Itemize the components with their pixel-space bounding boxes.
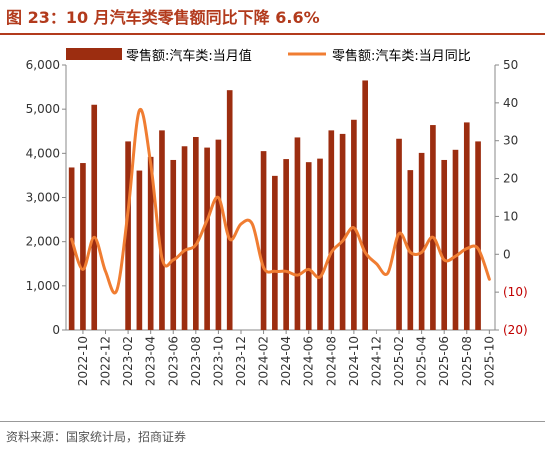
legend-bar-label: 零售额:汽车类:当月值	[126, 48, 252, 64]
bar	[170, 159, 177, 330]
y-right-tick-label: (10)	[503, 285, 528, 299]
x-tick-label: 2025-10	[482, 336, 496, 386]
x-tick-label: 2023-12	[234, 336, 248, 386]
y-right-tick-label: 0	[503, 247, 511, 261]
x-tick-label: 2024-08	[324, 336, 338, 386]
bar	[91, 104, 98, 330]
y-left-tick-label: 3,000	[26, 191, 60, 205]
x-tick-label: 2023-02	[121, 336, 135, 386]
x-tick-label: 2024-04	[279, 336, 293, 386]
bar	[418, 152, 425, 330]
title-divider	[0, 33, 545, 35]
x-tick-label: 2023-08	[189, 336, 203, 386]
bar	[147, 156, 154, 330]
bar	[339, 133, 346, 330]
y-left-tick-label: 1,000	[26, 279, 60, 293]
x-tick-label: 2024-12	[369, 336, 383, 386]
x-tick-label: 2023-04	[144, 336, 158, 386]
x-tick-label: 2025-04	[415, 336, 429, 386]
y-right-tick-label: 40	[503, 96, 518, 110]
chart-title: 图 23：10 月汽车类零售额同比下降 6.6%	[6, 8, 320, 27]
bar	[463, 122, 470, 331]
bar	[328, 130, 335, 330]
source-divider	[0, 421, 545, 422]
x-tick-label: 2023-10	[211, 336, 225, 386]
bar	[362, 80, 368, 330]
bar	[305, 162, 312, 330]
x-tick-label: 2024-02	[257, 336, 271, 386]
source-note: 资料来源：国家统计局，招商证券	[6, 430, 187, 444]
bar	[452, 149, 459, 330]
series-line	[70, 107, 491, 295]
y-left-tick-label: 4,000	[26, 146, 60, 160]
bar	[181, 146, 188, 330]
x-tick-label: 2025-06	[437, 336, 451, 386]
y-left-tick-label: 5,000	[26, 102, 60, 116]
x-tick-label: 2025-02	[392, 336, 406, 386]
bar	[283, 159, 289, 330]
legend-bar-swatch	[66, 48, 122, 60]
y-left-tick-label: 2,000	[26, 235, 60, 249]
bar	[226, 90, 233, 330]
bar	[125, 141, 131, 330]
bar	[294, 137, 301, 330]
bar	[441, 159, 448, 330]
y-right-tick-label: 50	[503, 58, 518, 72]
bar	[159, 130, 165, 330]
bar	[351, 119, 357, 331]
y-right-tick-label: 20	[503, 172, 518, 186]
bar	[80, 163, 86, 330]
x-tick-label: 2023-06	[166, 336, 180, 386]
x-tick-label: 2024-06	[302, 336, 316, 386]
bar	[430, 125, 436, 330]
y-right-tick-label: 30	[503, 134, 518, 148]
y-left-tick-label: 6,000	[26, 58, 60, 72]
retail-sales-chart: 0 1,000 2,000 3,000 4,000 5,000 6,000 (20) (10) 0…	[26, 48, 528, 386]
bar	[215, 139, 222, 330]
x-tick-label: 2022-10	[76, 336, 90, 386]
y-right-tick-label: 10	[503, 209, 518, 223]
bar	[204, 147, 210, 330]
y-left-tick-label: 0	[52, 323, 60, 337]
x-tick-label: 2025-08	[460, 336, 474, 386]
bar	[68, 167, 75, 330]
bar	[317, 158, 323, 330]
bar	[260, 151, 267, 330]
bar	[193, 136, 199, 330]
y-right-tick-label: (20)	[503, 323, 528, 337]
x-tick-label: 2022-12	[99, 336, 113, 386]
legend-line-label: 零售额:汽车类:当月同比	[332, 48, 471, 64]
bar	[136, 170, 143, 330]
bar	[475, 141, 481, 330]
x-tick-label: 2024-10	[347, 336, 361, 386]
bar	[272, 175, 278, 330]
